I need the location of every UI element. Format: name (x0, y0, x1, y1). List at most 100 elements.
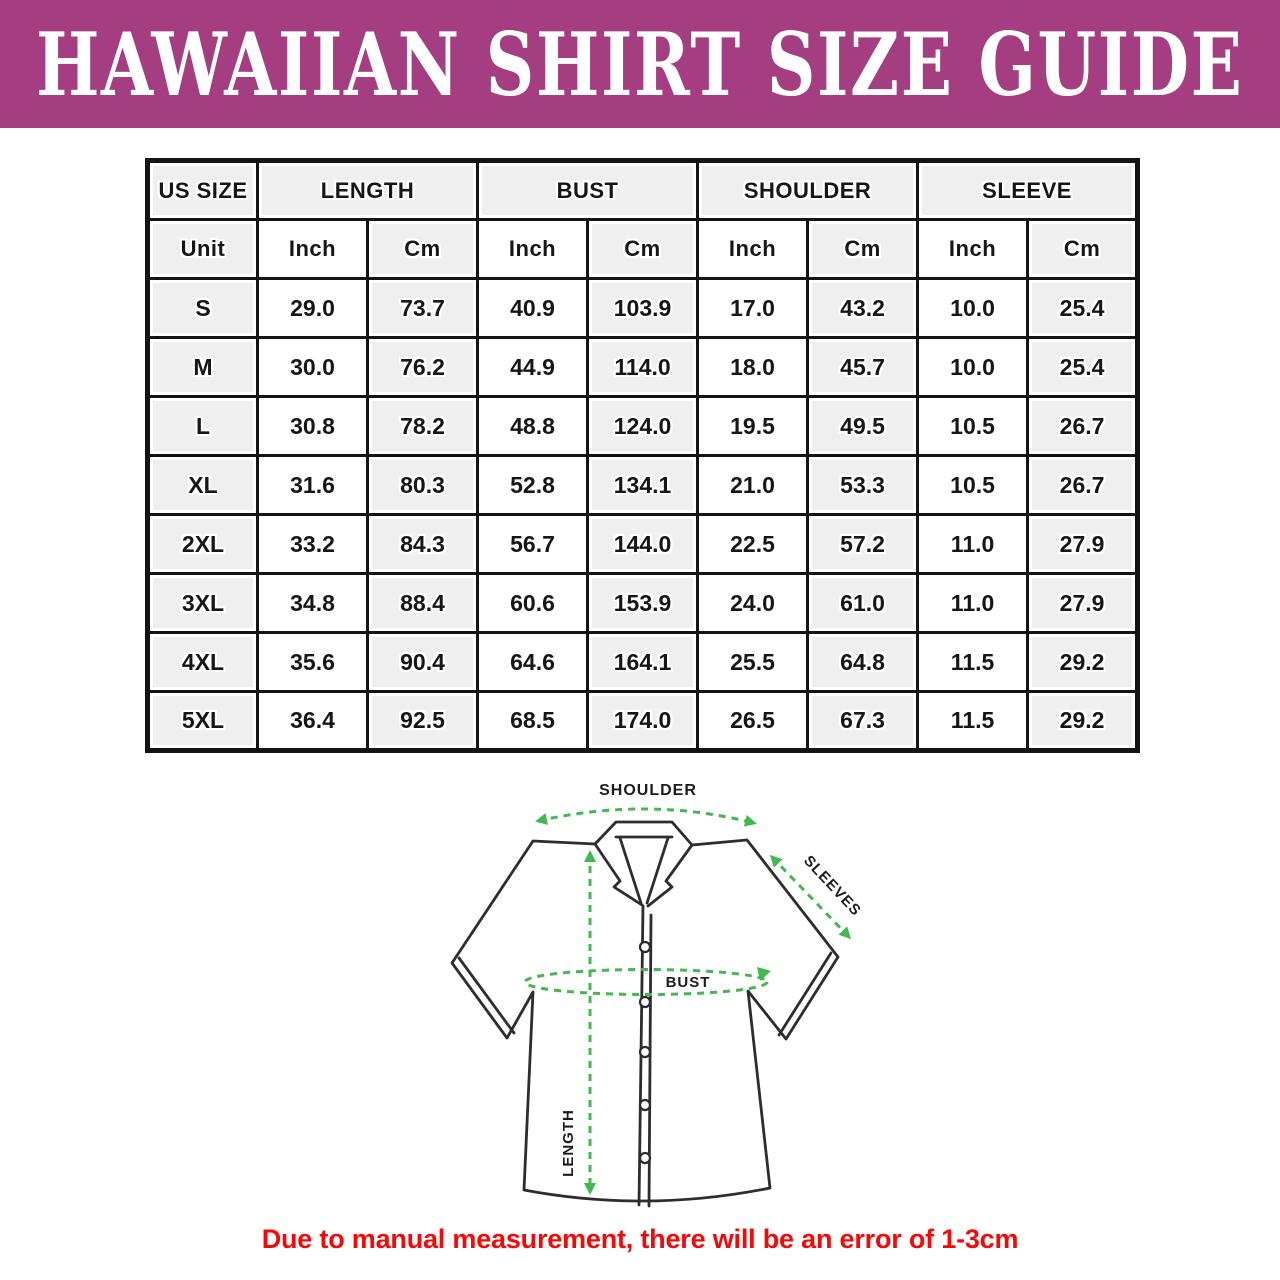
measurement-value: 30.0 (256, 336, 369, 398)
shirt-outline-drawing (450, 820, 840, 1208)
shirt-measurement-diagram: SHOULDER SLEEVES BUST LENGTH (430, 775, 880, 1240)
measurement-value: 134.1 (586, 454, 700, 516)
measurement-value: 92.5 (365, 690, 480, 752)
size-row: 3XL 34.8 88.4 60.6 153.9 24.0 61.0 11.0 27.9 (146, 572, 1140, 634)
sleeves-measure-arrow (769, 854, 852, 940)
measurement-value: 25.5 (696, 631, 810, 693)
measurement-value: 80.3 (365, 454, 480, 516)
size-row: 5XL 36.4 92.5 68.5 174.0 26.5 67.3 11.5 29.2 (146, 690, 1140, 752)
unit-header: Unit (146, 218, 259, 280)
measurement-value: 26.5 (696, 690, 810, 752)
title-banner: HAWAIIAN SHIRT SIZE GUIDE (0, 0, 1280, 128)
measurement-value: 144.0 (586, 513, 700, 575)
measurement-value: 45.7 (806, 336, 920, 398)
page-title: HAWAIIAN SHIRT SIZE GUIDE (36, 12, 1244, 116)
measurement-value: 124.0 (586, 395, 700, 457)
measurement-value: 26.7 (1026, 454, 1140, 516)
measurement-value: 64.6 (476, 631, 590, 693)
shirt-button (638, 940, 652, 954)
measurement-value: 84.3 (365, 513, 480, 575)
size-label: 3XL (146, 572, 259, 634)
measurement-value: 90.4 (365, 631, 480, 693)
measurement-value: 10.5 (916, 395, 1030, 457)
measurement-value: 17.0 (696, 277, 810, 339)
size-label: 5XL (146, 690, 259, 752)
measurement-value: 36.4 (256, 690, 369, 752)
measurement-value: 10.5 (916, 454, 1030, 516)
measurement-value: 29.0 (256, 277, 369, 339)
measurement-value: 67.3 (806, 690, 920, 752)
measurement-value: 40.9 (476, 277, 590, 339)
measurement-value: 68.5 (476, 690, 590, 752)
size-table-section: US SIZE LENGTH BUST SHOULDER SLEEVE Unit Inch C… (145, 158, 1141, 753)
bust-label: BUST (666, 974, 711, 991)
measurement-value: 10.0 (916, 336, 1030, 398)
unit-header: Cm (586, 218, 700, 280)
column-group-header: BUST (476, 159, 700, 221)
length-label: LENGTH (560, 1109, 577, 1177)
unit-header: Cm (365, 218, 480, 280)
size-table: US SIZE LENGTH BUST SHOULDER SLEEVE Unit Inch C… (145, 158, 1141, 753)
shoulder-label: SHOULDER (599, 782, 697, 799)
size-row: 2XL 33.2 84.3 56.7 144.0 22.5 57.2 11.0 27.9 (146, 513, 1140, 575)
size-table-head: US SIZE LENGTH BUST SHOULDER SLEEVE Unit Inch C… (146, 159, 1140, 280)
measurement-value: 88.4 (365, 572, 480, 634)
column-group-header: SLEEVE (916, 159, 1140, 221)
unit-header: Inch (476, 218, 590, 280)
unit-header: Inch (256, 218, 369, 280)
size-row: M 30.0 76.2 44.9 114.0 18.0 45.7 10.0 25.4 (146, 336, 1140, 398)
measurement-value: 19.5 (696, 395, 810, 457)
measurement-value: 11.0 (916, 513, 1030, 575)
unit-header: Inch (916, 218, 1030, 280)
measurement-value: 26.7 (1026, 395, 1140, 457)
measurement-value: 114.0 (586, 336, 700, 398)
unit-header: Cm (806, 218, 920, 280)
measurement-value: 174.0 (586, 690, 700, 752)
measurement-arrows (523, 807, 852, 1195)
sleeves-label: SLEEVES (800, 852, 864, 919)
measurement-value: 103.9 (586, 277, 700, 339)
size-label: S (146, 277, 259, 339)
measurement-disclaimer: Due to manual measurement, there will be… (261, 1224, 1019, 1254)
shirt-button (638, 1151, 652, 1165)
measurement-value: 52.8 (476, 454, 590, 516)
size-label: 4XL (146, 631, 259, 693)
shirt-button (638, 1098, 652, 1112)
measurement-value: 24.0 (696, 572, 810, 634)
shirt-diagram-svg: SHOULDER SLEEVES BUST LENGTH (450, 780, 866, 1208)
measurement-value: 25.4 (1026, 336, 1140, 398)
bust-arrowhead (757, 967, 771, 981)
measurement-value: 164.1 (586, 631, 700, 693)
unit-header: Inch (696, 218, 810, 280)
measurement-value: 33.2 (256, 513, 369, 575)
measurement-value: 153.9 (586, 572, 700, 634)
size-label: 2XL (146, 513, 259, 575)
measurement-value: 73.7 (365, 277, 480, 339)
column-group-header: SHOULDER (696, 159, 920, 221)
measurement-value: 18.0 (696, 336, 810, 398)
unit-header: Cm (1026, 218, 1140, 280)
measurement-value: 29.2 (1026, 690, 1140, 752)
size-label: XL (146, 454, 259, 516)
measurement-value: 60.6 (476, 572, 590, 634)
size-row: XL 31.6 80.3 52.8 134.1 21.0 53.3 10.5 26.7 (146, 454, 1140, 516)
measurement-value: 21.0 (696, 454, 810, 516)
measurement-value: 27.9 (1026, 572, 1140, 634)
measurement-value: 34.8 (256, 572, 369, 634)
measurement-value: 27.9 (1026, 513, 1140, 575)
measurement-value: 22.5 (696, 513, 810, 575)
size-row: 4XL 35.6 90.4 64.6 164.1 25.5 64.8 11.5 29.2 (146, 631, 1140, 693)
measurement-value: 11.5 (916, 690, 1030, 752)
measurement-value: 29.2 (1026, 631, 1140, 693)
measurement-value: 11.5 (916, 631, 1030, 693)
measurement-value: 64.8 (806, 631, 920, 693)
measurement-value: 11.0 (916, 572, 1030, 634)
shoulder-measure-arrow (535, 807, 757, 827)
measurement-value: 30.8 (256, 395, 369, 457)
measurement-value: 49.5 (806, 395, 920, 457)
size-row: L 30.8 78.2 48.8 124.0 19.5 49.5 10.5 26.7 (146, 395, 1140, 457)
measurement-value: 43.2 (806, 277, 920, 339)
measurement-value: 76.2 (365, 336, 480, 398)
measurement-value: 48.8 (476, 395, 590, 457)
measurement-value: 44.9 (476, 336, 590, 398)
